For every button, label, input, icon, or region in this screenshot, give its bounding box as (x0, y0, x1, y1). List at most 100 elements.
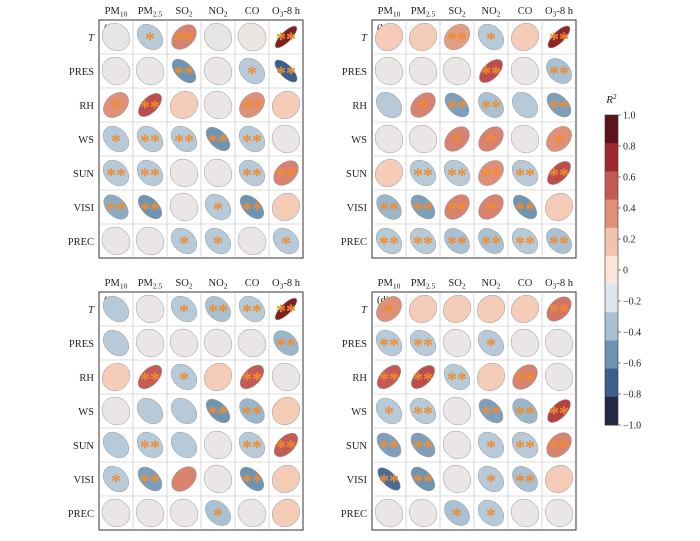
significance-stars: ** (242, 471, 262, 493)
correlation-ellipse (204, 23, 232, 51)
significance-stars: * (486, 505, 496, 527)
correlation-ellipse (137, 466, 163, 492)
colorbar-tick-label: −0.4 (623, 328, 641, 339)
correlation-ellipse (409, 23, 437, 51)
significance-stars: ** (413, 471, 433, 493)
column-header: PM10 (378, 278, 401, 291)
colorbar-segment (605, 368, 618, 398)
row-header: T (88, 33, 95, 44)
column-header: O3-8 h (272, 278, 301, 291)
significance-stars: ** (242, 403, 262, 425)
significance-stars: ** (208, 403, 228, 425)
correlation-ellipse (409, 397, 437, 425)
correlation-ellipse (478, 228, 504, 254)
row-header: VISI (74, 203, 95, 214)
significance-stars: ** (481, 233, 501, 255)
correlation-ellipse (511, 295, 539, 323)
significance-stars: ** (413, 233, 433, 255)
correlation-ellipse (102, 465, 130, 493)
correlation-ellipse (512, 364, 538, 390)
correlation-ellipse (545, 193, 573, 221)
significance-stars: ** (549, 165, 569, 187)
correlation-ellipse (544, 498, 574, 528)
column-header: NO2 (209, 6, 228, 19)
column-header: NO2 (209, 278, 228, 291)
correlation-ellipse (136, 23, 164, 51)
correlation-ellipse (546, 228, 572, 254)
significance-stars: ** (379, 335, 399, 357)
column-header: SO2 (175, 6, 192, 19)
correlation-ellipse (239, 398, 265, 424)
colorbar-tick-label: −0.6 (623, 359, 641, 370)
correlation-ellipse (238, 295, 266, 323)
correlation-ellipse (170, 363, 198, 391)
row-header: WS (351, 135, 367, 146)
significance-stars: * (486, 437, 496, 459)
correlation-ellipse (273, 432, 299, 458)
row-header: RH (352, 101, 367, 112)
row-header: PRES (69, 339, 94, 350)
correlation-ellipse (442, 56, 472, 86)
colorbar-tick-label: 0.8 (623, 142, 636, 153)
correlation-ellipse (444, 126, 470, 152)
correlation-ellipse (102, 329, 130, 357)
significance-stars: ** (208, 131, 228, 153)
correlation-ellipse (409, 159, 437, 187)
correlation-ellipse (239, 92, 265, 118)
correlation-ellipse (545, 465, 573, 493)
correlation-ellipse (238, 125, 266, 153)
correlation-ellipse (103, 92, 129, 118)
row-header: PRES (342, 67, 367, 78)
significance-stars: ** (379, 369, 399, 391)
correlation-ellipse (408, 124, 438, 154)
significance-stars: * (486, 29, 496, 51)
correlation-ellipse (375, 91, 403, 119)
significance-stars: ** (447, 97, 467, 119)
significance-stars: ** (515, 471, 535, 493)
colorbar-segment (605, 255, 618, 285)
significance-stars: ** (140, 131, 160, 153)
significance-stars: ** (379, 437, 399, 459)
significance-stars: ** (447, 29, 467, 51)
colorbar-tick-label: 0.4 (623, 204, 636, 215)
correlation-ellipse (101, 56, 131, 86)
correlation-ellipse (102, 125, 130, 153)
correlation-ellipse (102, 23, 130, 51)
correlation-ellipse (374, 56, 404, 86)
significance-stars: ** (549, 233, 569, 255)
correlation-ellipse (510, 328, 540, 358)
significance-stars: ** (174, 63, 194, 85)
correlation-ellipse (478, 398, 504, 424)
column-header: CO (245, 278, 260, 289)
significance-stars: ** (447, 233, 467, 255)
row-header: PREC (341, 237, 367, 248)
significance-stars: ** (549, 29, 569, 51)
significance-stars: ** (447, 199, 467, 221)
significance-stars: ** (515, 369, 535, 391)
correlation-ellipse (477, 295, 505, 323)
correlation-ellipse (547, 25, 571, 49)
colorbar-segment (605, 312, 618, 341)
correlation-ellipse (136, 125, 164, 153)
significance-stars: ** (174, 131, 194, 153)
significance-stars: ** (276, 301, 296, 323)
correlation-ellipse (272, 499, 300, 527)
significance-stars: * (486, 199, 496, 221)
correlation-ellipse (169, 328, 199, 358)
significance-stars: ** (549, 63, 569, 85)
significance-stars: * (213, 233, 223, 255)
row-header: SUN (73, 169, 94, 180)
correlation-ellipse (510, 56, 540, 86)
significance-stars: ** (140, 165, 160, 187)
colorbar-segment (605, 115, 618, 144)
correlation-ellipse (272, 397, 300, 425)
correlation-ellipse (203, 430, 233, 460)
significance-stars: * (145, 29, 155, 51)
correlation-ellipse (511, 431, 539, 459)
correlation-ellipse (273, 160, 299, 186)
significance-stars: ** (515, 403, 535, 425)
significance-stars: ** (174, 29, 194, 51)
significance-stars: ** (242, 437, 262, 459)
column-header: O3-8 h (272, 6, 301, 19)
